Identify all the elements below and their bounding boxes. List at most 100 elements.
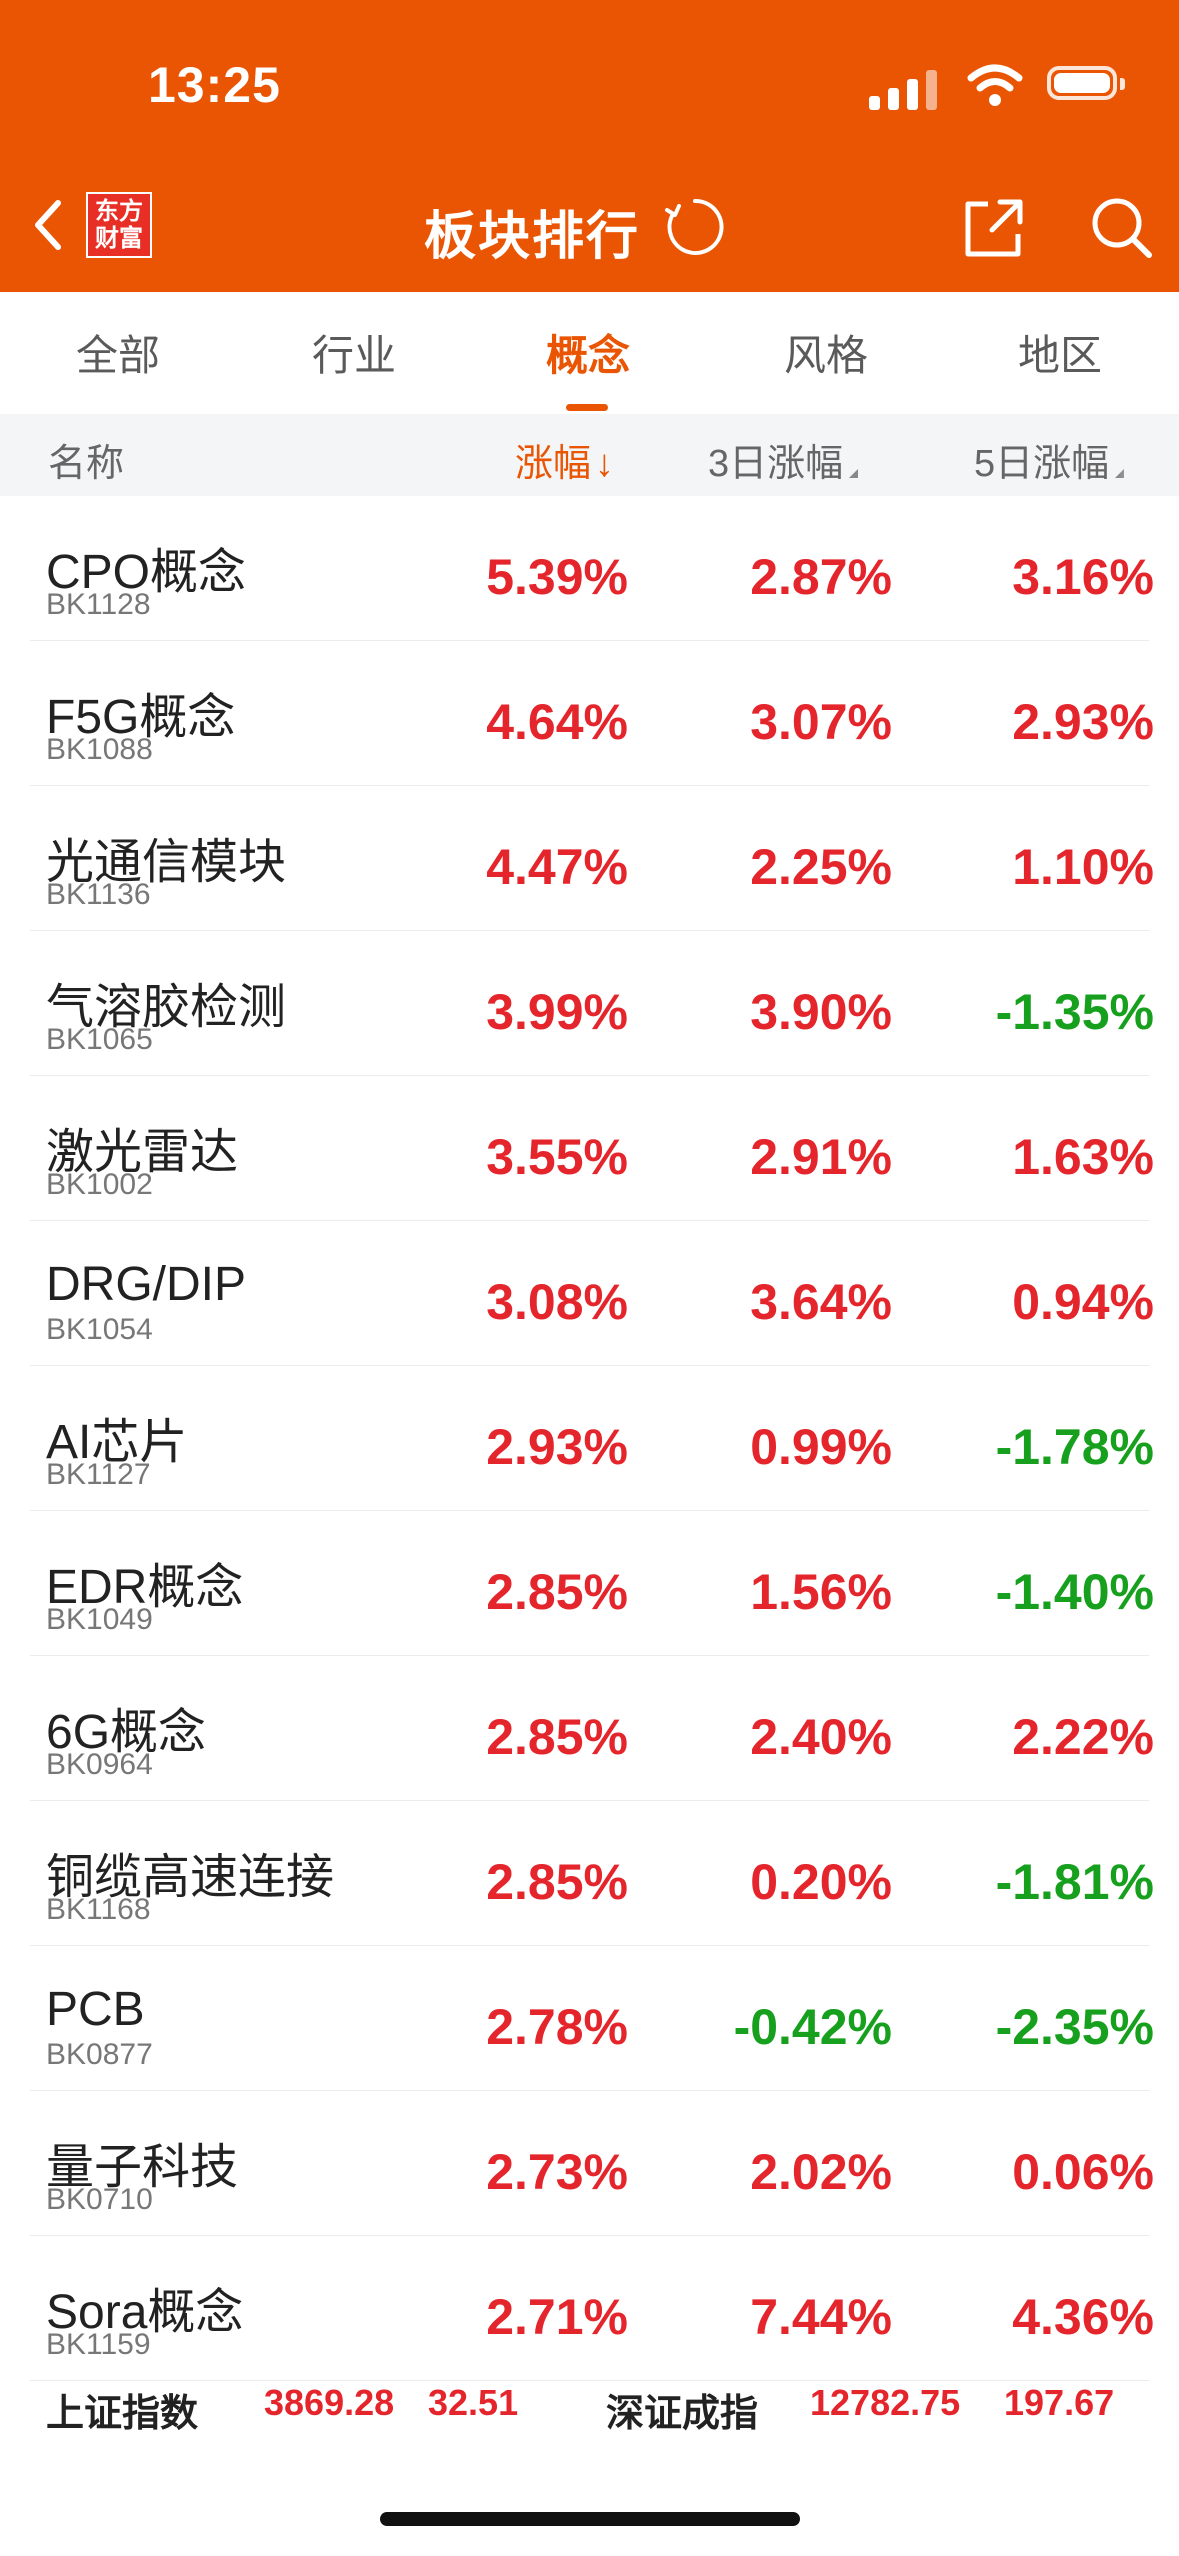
change-3d-value: -0.42% bbox=[733, 1999, 892, 2055]
sz-index-value: 12782.75 bbox=[810, 2382, 961, 2423]
list-item[interactable]: 激光雷达 BK1002 3.55% 2.91% 1.63% bbox=[30, 1076, 1154, 1221]
sector-code: BK0964 bbox=[46, 1748, 153, 1781]
list-item[interactable]: 铜缆高速连接 BK1168 2.85% 0.20% -1.81% bbox=[30, 1801, 1154, 1946]
sh-index-name: 上证指数 bbox=[46, 2393, 199, 2435]
sector-code: BK1049 bbox=[46, 1603, 153, 1636]
tab-style[interactable]: 风格 bbox=[783, 332, 868, 379]
change-3d-value: 2.25% bbox=[750, 839, 892, 895]
wifi-icon bbox=[967, 64, 1023, 106]
active-tab-indicator bbox=[566, 404, 608, 411]
sz-index-name: 深证成指 bbox=[606, 2393, 759, 2435]
sector-list: CPO概念 BK1128 5.39% 2.87% 3.16% F5G概念 BK1088 4.6… bbox=[0, 496, 1179, 2381]
list-item[interactable]: EDR概念 BK1049 2.85% 1.56% -1.40% bbox=[30, 1511, 1154, 1656]
change-5d-value: 1.10% bbox=[1012, 839, 1154, 895]
tab-all[interactable]: 全部 bbox=[75, 332, 160, 379]
sector-name: PCB bbox=[46, 1983, 145, 2036]
change-value: 2.73% bbox=[486, 2144, 628, 2200]
home-indicator bbox=[380, 2512, 800, 2526]
change-5d-value: 2.22% bbox=[1012, 1709, 1154, 1765]
battery-icon bbox=[1047, 66, 1125, 100]
app-logo[interactable]: 东方 财富 bbox=[86, 192, 152, 258]
column-name: 名称 bbox=[48, 443, 125, 485]
page-title: 板块排行 bbox=[424, 208, 641, 266]
sector-name: AI芯片 bbox=[46, 1416, 188, 1469]
sector-code: BK1127 bbox=[46, 1458, 151, 1491]
sector-code: BK1054 bbox=[46, 1313, 153, 1346]
status-icons bbox=[869, 62, 1125, 112]
column-change-3d-label: 3日涨幅 bbox=[708, 443, 844, 485]
sector-code: BK0710 bbox=[46, 2183, 153, 2216]
sector-code: BK1136 bbox=[46, 878, 151, 911]
change-value: 3.55% bbox=[486, 1129, 628, 1185]
list-item[interactable]: Sora概念 BK1159 2.71% 7.44% 4.36% bbox=[30, 2236, 1154, 2381]
cellular-signal-icon bbox=[869, 70, 939, 110]
refresh-icon[interactable] bbox=[664, 196, 726, 258]
sector-name: 激光雷达 bbox=[46, 1126, 239, 1179]
change-value: 4.47% bbox=[486, 839, 628, 895]
logo-line1: 东方 bbox=[95, 198, 143, 225]
sort-down-icon: ↓ bbox=[595, 443, 615, 485]
sector-code: BK1168 bbox=[46, 1893, 151, 1926]
tab-region[interactable]: 地区 bbox=[1017, 332, 1102, 379]
change-5d-value: 2.93% bbox=[1012, 694, 1154, 750]
change-3d-value: 0.99% bbox=[750, 1419, 892, 1475]
column-change-5d[interactable]: 5日涨幅 bbox=[974, 432, 1125, 487]
sector-code: BK1159 bbox=[46, 2328, 151, 2361]
change-3d-value: 7.44% bbox=[750, 2289, 892, 2345]
sector-code: BK1065 bbox=[46, 1023, 153, 1056]
change-value: 3.08% bbox=[486, 1274, 628, 1330]
column-change-label: 涨幅 bbox=[515, 443, 592, 485]
list-item[interactable]: PCB BK0877 2.78% -0.42% -2.35% bbox=[30, 1946, 1154, 2091]
sector-code: BK1128 bbox=[46, 588, 151, 621]
sector-name: DRG/DIP bbox=[46, 1258, 247, 1311]
sector-name: 铜缆高速连接 bbox=[46, 1851, 335, 1904]
sector-code: BK0877 bbox=[46, 2038, 153, 2071]
list-item[interactable]: 光通信模块 BK1136 4.47% 2.25% 1.10% bbox=[30, 786, 1154, 931]
column-header: 名称 涨幅 ↓ 3日涨幅 5日涨幅 bbox=[0, 414, 1179, 496]
change-5d-value: 4.36% bbox=[1012, 2289, 1154, 2345]
tab-concept[interactable]: 概念 bbox=[545, 332, 630, 379]
sh-index-value: 3869.28 bbox=[264, 2382, 395, 2423]
list-item[interactable]: 6G概念 BK0964 2.85% 2.40% 2.22% bbox=[30, 1656, 1154, 1801]
share-icon[interactable] bbox=[962, 196, 1026, 260]
sector-code: BK1002 bbox=[46, 1168, 153, 1201]
column-change-3d[interactable]: 3日涨幅 bbox=[708, 432, 859, 487]
change-value: 2.93% bbox=[486, 1419, 628, 1475]
logo-line2: 财富 bbox=[95, 225, 143, 252]
list-item[interactable]: 气溶胶检测 BK1065 3.99% 3.90% -1.35% bbox=[30, 931, 1154, 1076]
column-change-sort[interactable]: 涨幅 ↓ bbox=[515, 432, 614, 487]
chevron-left-icon[interactable] bbox=[28, 195, 68, 255]
change-3d-value: 3.07% bbox=[750, 694, 892, 750]
sector-name: 量子科技 bbox=[46, 2141, 239, 2194]
category-tabs: 全部 行业 概念 风格 地区 bbox=[0, 292, 1179, 414]
list-item[interactable]: F5G概念 BK1088 4.64% 3.07% 2.93% bbox=[30, 641, 1154, 786]
change-value: 2.85% bbox=[486, 1709, 628, 1765]
change-5d-value: 0.94% bbox=[1012, 1274, 1154, 1330]
list-item[interactable]: 量子科技 BK0710 2.73% 2.02% 0.06% bbox=[30, 2091, 1154, 2236]
change-value: 4.64% bbox=[486, 694, 628, 750]
list-item[interactable]: DRG/DIP BK1054 3.08% 3.64% 0.94% bbox=[30, 1221, 1154, 1366]
sector-name: 光通信模块 bbox=[46, 836, 287, 889]
sector-name: 6G概念 bbox=[46, 1706, 207, 1759]
change-3d-value: 2.40% bbox=[750, 1709, 892, 1765]
change-value: 2.78% bbox=[486, 1999, 628, 2055]
index-ticker-bar[interactable]: 上证指数 3869.28 32.51 深证成指 12782.75 197.67 bbox=[0, 2368, 1179, 2448]
change-3d-value: 2.87% bbox=[750, 549, 892, 605]
list-item[interactable]: AI芯片 BK1127 2.93% 0.99% -1.78% bbox=[30, 1366, 1154, 1511]
change-5d-value: -1.40% bbox=[995, 1564, 1154, 1620]
status-time: 13:25 bbox=[148, 57, 281, 113]
sector-name: EDR概念 bbox=[46, 1561, 244, 1614]
change-5d-value: -1.81% bbox=[995, 1854, 1154, 1910]
change-5d-value: 3.16% bbox=[1012, 549, 1154, 605]
tab-industry[interactable]: 行业 bbox=[311, 332, 396, 379]
app-header: 13:25 东方 财富 板块排行 bbox=[0, 0, 1179, 292]
change-5d-value: -2.35% bbox=[995, 1999, 1154, 2055]
list-item[interactable]: CPO概念 BK1128 5.39% 2.87% 3.16% bbox=[30, 496, 1154, 641]
search-icon[interactable] bbox=[1088, 194, 1154, 260]
change-value: 5.39% bbox=[486, 549, 628, 605]
change-5d-value: 1.63% bbox=[1012, 1129, 1154, 1185]
column-change-5d-label: 5日涨幅 bbox=[974, 443, 1110, 485]
change-5d-value: 0.06% bbox=[1012, 2144, 1154, 2200]
change-value: 2.85% bbox=[486, 1564, 628, 1620]
sector-code: BK1088 bbox=[46, 733, 153, 766]
